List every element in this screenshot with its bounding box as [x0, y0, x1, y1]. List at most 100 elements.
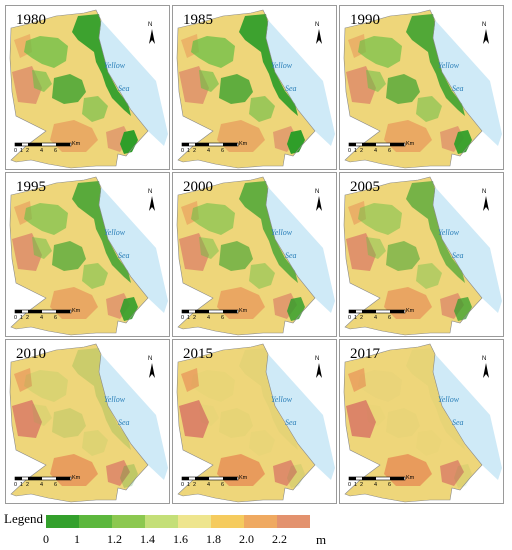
scale-tick-label: 0	[348, 482, 352, 488]
high-elevation-zone	[348, 368, 366, 392]
scale-bar-graphic	[14, 309, 72, 314]
sea-label-sea: Sea	[452, 251, 464, 260]
low-elevation-zone	[24, 370, 68, 402]
legend-title: Legend	[4, 511, 43, 526]
scale-unit: Km	[239, 141, 248, 147]
scale-bar: 0 1 2 4 6 Km	[348, 141, 428, 156]
scale-tick-label: 0	[348, 148, 352, 154]
map-panel-2005: 2005 Yellow Sea N 0 1 2 4 6 Km	[339, 172, 504, 337]
low-elevation-zone	[120, 464, 138, 488]
low-elevation-zone	[191, 203, 235, 235]
scale-tick-label: 0	[181, 148, 185, 154]
legend-swatch	[211, 515, 244, 528]
north-arrow-icon: N	[147, 189, 157, 213]
high-elevation-zone	[181, 368, 199, 392]
low-elevation-zone	[32, 237, 52, 259]
scale-tick-label: 0	[348, 315, 352, 321]
scale-tick-label: 0	[181, 482, 185, 488]
low-elevation-zone	[454, 130, 472, 154]
scale-tick-label: 6	[54, 148, 58, 154]
scale-unit: Km	[72, 308, 81, 314]
low-elevation-zone	[199, 237, 219, 259]
low-elevation-zone	[72, 181, 131, 283]
scale-unit: Km	[239, 475, 248, 481]
year-label: 2010	[16, 346, 46, 362]
low-elevation-zone	[287, 464, 305, 488]
map-panel-1995: 1995 Yellow Sea N 0 1 2 4 6 Km	[5, 172, 170, 337]
scale-unit: Km	[406, 141, 415, 147]
legend-tick-label: 1.6	[173, 532, 188, 546]
north-arrow-icon: N	[481, 189, 491, 213]
low-elevation-zone	[239, 348, 298, 450]
high-elevation-zone	[179, 233, 209, 271]
land-area	[177, 344, 315, 502]
map-panel-2017: 2017 Yellow Sea N 0 1 2 4 6 Km	[339, 339, 504, 504]
sea-label-sea: Sea	[285, 251, 297, 260]
scale-unit: Km	[239, 308, 248, 314]
north-arrow-icon: N	[314, 356, 324, 380]
low-elevation-zone	[82, 430, 108, 456]
low-elevation-zone	[249, 263, 275, 289]
legend-tick-label: 1.2	[107, 532, 122, 546]
scale-tick-label: 4	[40, 315, 44, 321]
high-elevation-zone	[106, 460, 130, 486]
low-elevation-zone	[199, 70, 219, 92]
legend-swatch	[46, 515, 79, 528]
sea-label-yellow: Yellow	[271, 61, 293, 70]
low-elevation-zone	[82, 263, 108, 289]
scale-unit: Km	[72, 141, 81, 147]
legend-swatch	[277, 515, 310, 528]
low-elevation-zone	[454, 297, 472, 321]
sea-label-sea: Sea	[118, 418, 130, 427]
high-elevation-zone	[346, 400, 376, 438]
scale-tick-label: 1	[20, 482, 24, 488]
scale-bar-graphic	[348, 309, 406, 314]
sea-area	[99, 20, 168, 146]
low-elevation-zone	[32, 404, 52, 426]
scale-unit: Km	[406, 475, 415, 481]
scale-tick-label: 4	[207, 315, 211, 321]
scale-tick-label: 0	[14, 482, 18, 488]
scale-tick-label: 4	[207, 148, 211, 154]
scale-tick-label: 4	[40, 148, 44, 154]
low-elevation-zone	[120, 130, 138, 154]
scale-tick-label: 0	[181, 315, 185, 321]
sea-label-sea: Sea	[285, 418, 297, 427]
scale-tick-label: 1	[20, 148, 24, 154]
low-elevation-zone	[406, 14, 465, 116]
north-arrow-icon: N	[481, 356, 491, 380]
low-elevation-zone	[191, 36, 235, 68]
scale-bar: 0 1 2 4 6 Km	[14, 141, 94, 156]
high-elevation-zone	[346, 233, 376, 271]
scale-bar-graphic	[181, 476, 239, 481]
low-elevation-zone	[287, 130, 305, 154]
legend-swatch	[79, 515, 112, 528]
sea-label-sea: Sea	[285, 84, 297, 93]
low-elevation-zone	[366, 70, 386, 92]
coastline	[9, 176, 149, 336]
low-elevation-zone	[406, 181, 465, 283]
sea-label-yellow: Yellow	[271, 395, 293, 404]
year-label: 2017	[350, 346, 380, 362]
map-panel-2010: 2010 Yellow Sea N 0 1 2 4 6 Km	[5, 339, 170, 504]
sea-area	[99, 354, 168, 480]
sea-label-yellow: Yellow	[271, 228, 293, 237]
scale-bar-graphic	[181, 309, 239, 314]
low-elevation-zone	[52, 408, 86, 438]
legend-tick-label: 2.0	[239, 532, 254, 546]
legend-tick-label: 1.4	[140, 532, 155, 546]
legend-swatch	[178, 515, 211, 528]
scale-tick-label: 1	[187, 148, 191, 154]
map-panel-1990: 1990 Yellow Sea N 0 1 2 4 6 Km	[339, 5, 504, 170]
map-svg	[343, 343, 502, 503]
year-label: 1985	[183, 12, 213, 28]
scale-bar-graphic	[181, 142, 239, 147]
high-elevation-zone	[440, 460, 464, 486]
coastline	[343, 9, 483, 169]
map-svg	[343, 176, 502, 336]
legend-tick-label: 2.2	[272, 532, 287, 546]
low-elevation-zone	[24, 203, 68, 235]
north-arrow-icon: N	[147, 356, 157, 380]
scale-tick-label: 0	[14, 148, 18, 154]
scale-bar-graphic	[348, 476, 406, 481]
